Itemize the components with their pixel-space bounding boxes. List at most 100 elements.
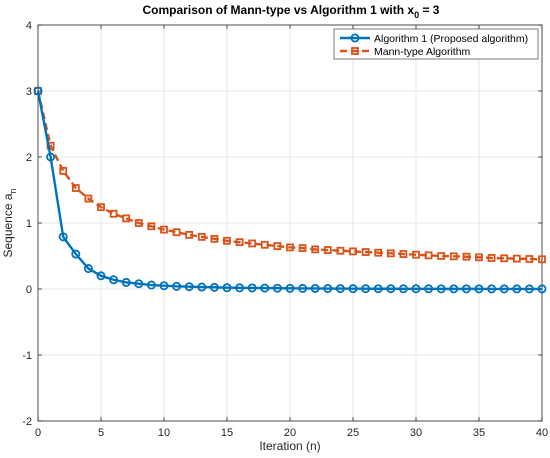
x-tick-label: 35 bbox=[473, 427, 485, 439]
data-point-algorithm-1 bbox=[310, 283, 320, 293]
data-point-algorithm-1 bbox=[411, 284, 421, 294]
legend-label-algorithm-1: Algorithm 1 (Proposed algorithm) bbox=[374, 33, 528, 45]
data-point-algorithm-1 bbox=[424, 284, 434, 294]
data-point-algorithm-1 bbox=[499, 284, 509, 294]
series-lines bbox=[33, 86, 547, 294]
data-point-algorithm-1 bbox=[146, 280, 156, 290]
data-point-algorithm-1 bbox=[46, 152, 56, 162]
series-algorithm-1 bbox=[33, 86, 547, 294]
data-point-mann-type bbox=[197, 232, 206, 241]
data-point-algorithm-1 bbox=[487, 284, 497, 294]
data-point-algorithm-1 bbox=[235, 283, 245, 293]
data-point-algorithm-1 bbox=[96, 271, 106, 281]
data-point-mann-type bbox=[512, 254, 521, 263]
y-tick-labels: -2 -1 0 1 2 3 4 bbox=[22, 20, 32, 428]
legend-marker-algorithm-1 bbox=[350, 33, 360, 43]
data-point-algorithm-1 bbox=[474, 284, 484, 294]
data-point-mann-type bbox=[210, 234, 219, 243]
data-point-algorithm-1 bbox=[512, 284, 522, 294]
data-point-mann-type bbox=[71, 184, 80, 192]
chart-title-main: Comparison of Mann-type vs Algorithm 1 w… bbox=[143, 3, 415, 17]
data-point-mann-type bbox=[223, 236, 231, 245]
data-point-algorithm-1 bbox=[386, 284, 396, 294]
data-point-mann-type bbox=[412, 250, 420, 259]
y-tick-label: 2 bbox=[26, 152, 32, 164]
data-point-algorithm-1 bbox=[461, 284, 471, 294]
x-tick-label: 0 bbox=[35, 427, 41, 439]
data-point-algorithm-1 bbox=[121, 277, 131, 287]
data-point-mann-type bbox=[487, 254, 496, 262]
data-point-algorithm-1 bbox=[373, 284, 383, 294]
data-point-algorithm-1 bbox=[222, 283, 232, 293]
data-point-mann-type bbox=[475, 253, 483, 262]
data-point-mann-type bbox=[235, 238, 244, 247]
data-point-mann-type bbox=[260, 240, 269, 249]
chart-title-subscript: 0 bbox=[414, 10, 419, 20]
data-point-mann-type bbox=[109, 209, 118, 218]
data-point-mann-type bbox=[437, 252, 446, 260]
data-point-mann-type bbox=[462, 252, 471, 261]
chart-title-tail: = 3 bbox=[419, 3, 440, 17]
data-point-mann-type bbox=[147, 222, 156, 231]
data-point-algorithm-1 bbox=[449, 284, 459, 294]
data-point-algorithm-1 bbox=[436, 284, 446, 294]
data-point-mann-type bbox=[500, 254, 509, 263]
chart-title: Comparison of Mann-type vs Algorithm 1 w… bbox=[143, 3, 440, 20]
x-tick-label: 15 bbox=[221, 427, 233, 439]
data-point-algorithm-1 bbox=[348, 284, 358, 294]
data-point-mann-type bbox=[248, 239, 257, 248]
y-tick-label: -1 bbox=[22, 350, 32, 362]
data-point-algorithm-1 bbox=[172, 281, 182, 291]
y-tick-label: -2 bbox=[22, 416, 32, 428]
legend: Algorithm 1 (Proposed algorithm) Mann-ty… bbox=[333, 28, 539, 60]
data-point-mann-type bbox=[134, 219, 143, 227]
data-point-algorithm-1 bbox=[361, 284, 371, 294]
y-tick-label: 3 bbox=[26, 86, 32, 98]
x-tick-label: 20 bbox=[284, 427, 296, 439]
data-point-algorithm-1 bbox=[285, 283, 295, 293]
data-point-algorithm-1 bbox=[398, 284, 408, 294]
data-point-algorithm-1 bbox=[184, 282, 194, 292]
data-point-mann-type bbox=[273, 242, 282, 251]
data-point-mann-type bbox=[374, 248, 383, 257]
x-tick-label: 5 bbox=[98, 427, 104, 439]
data-point-algorithm-1 bbox=[109, 275, 119, 285]
data-point-mann-type bbox=[349, 247, 357, 256]
y-axis-label-subscript: n bbox=[8, 188, 18, 193]
legend-marker-mann-type bbox=[351, 47, 359, 55]
y-tick-label: 0 bbox=[26, 284, 32, 296]
data-point-mann-type bbox=[336, 246, 345, 255]
data-point-algorithm-1 bbox=[260, 283, 270, 293]
x-axis-label: Iteration (n) bbox=[259, 439, 320, 453]
data-point-algorithm-1 bbox=[33, 86, 43, 96]
data-point-algorithm-1 bbox=[58, 232, 68, 242]
y-tick-label: 4 bbox=[26, 20, 32, 32]
data-point-mann-type bbox=[399, 250, 408, 258]
data-point-mann-type bbox=[286, 243, 294, 252]
data-point-algorithm-1 bbox=[537, 284, 547, 294]
series-mann-type bbox=[34, 87, 546, 264]
data-point-mann-type bbox=[323, 246, 332, 254]
y-axis-label-main: Sequence a bbox=[1, 193, 15, 257]
data-point-mann-type bbox=[361, 248, 370, 256]
data-point-algorithm-1 bbox=[335, 284, 345, 294]
legend-label-mann-type: Mann-type Algorithm bbox=[374, 46, 471, 58]
x-tick-label: 25 bbox=[347, 427, 359, 439]
data-point-algorithm-1 bbox=[134, 279, 144, 289]
data-point-algorithm-1 bbox=[323, 284, 333, 294]
data-point-algorithm-1 bbox=[209, 282, 219, 292]
gridlines bbox=[37, 24, 543, 422]
data-point-mann-type bbox=[160, 225, 168, 234]
data-point-algorithm-1 bbox=[159, 281, 169, 291]
x-tick-labels: 0 5 10 15 20 25 30 35 40 bbox=[35, 427, 548, 439]
data-point-mann-type bbox=[386, 249, 395, 258]
data-point-mann-type bbox=[449, 252, 458, 261]
data-point-algorithm-1 bbox=[272, 283, 282, 293]
data-point-algorithm-1 bbox=[71, 249, 81, 259]
data-point-mann-type bbox=[424, 251, 433, 260]
x-tick-label: 40 bbox=[536, 427, 548, 439]
data-point-mann-type bbox=[97, 203, 105, 212]
y-tick-label: 1 bbox=[26, 218, 32, 230]
data-point-mann-type bbox=[538, 255, 546, 264]
data-point-algorithm-1 bbox=[83, 264, 93, 274]
